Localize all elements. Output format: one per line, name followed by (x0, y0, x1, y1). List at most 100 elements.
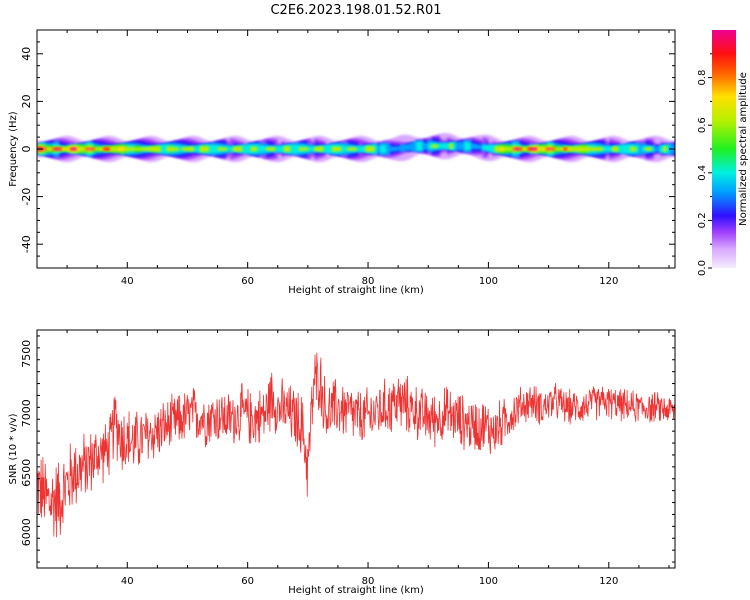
heatmap-cell (551, 148, 556, 150)
heatmap-cell (280, 145, 285, 153)
heatmap-cell (85, 148, 89, 150)
y-tick-label: 6500 (20, 459, 33, 487)
heatmap-cell (662, 146, 667, 152)
heatmap-cell (244, 144, 249, 154)
heatmap-cell (214, 145, 219, 153)
x-tick-label: 60 (241, 576, 254, 587)
heatmap-cell (229, 146, 234, 152)
heatmap-cell (346, 147, 351, 151)
heatmap-cell (304, 147, 309, 151)
heatmap-cell (470, 142, 474, 150)
heatmap-cell (386, 145, 390, 153)
heatmap-cell (581, 146, 586, 152)
heatmap-cell (554, 147, 559, 151)
heatmap-cell (515, 148, 520, 150)
heatmap-cell (262, 146, 267, 152)
heatmap-cell (124, 146, 128, 152)
snr-y-axis-label: SNR (10 * v/v) (8, 413, 19, 484)
heatmap-cell (632, 147, 637, 151)
heatmap-cell (223, 147, 228, 151)
heatmap-cell (145, 146, 149, 152)
y-tick-label: 0 (20, 146, 33, 153)
colorbar-label: Normalized spectral amplitude (738, 72, 749, 226)
heatmap-cell (220, 147, 225, 151)
heatmap-cell (371, 146, 375, 152)
x-tick-label: 100 (479, 576, 498, 587)
snr-plot-area (37, 330, 675, 568)
y-tick-label: -40 (20, 235, 33, 253)
heatmap-cell (626, 144, 631, 154)
heatmap-cell (599, 147, 604, 151)
heatmap-cell (482, 145, 487, 151)
heatmap-cell (644, 147, 649, 151)
heatmap-cell (374, 144, 378, 154)
heatmap-cell (232, 146, 237, 152)
heatmap-cell (506, 146, 511, 152)
x-tick-label: 40 (121, 576, 134, 587)
heatmap-cell (334, 146, 339, 152)
x-tick-label: 120 (599, 576, 618, 587)
colorbar-tick-label: 0.2 (697, 212, 708, 228)
figure-title: C2E6.2023.198.01.52.R01 (270, 3, 441, 18)
heatmap-cell (298, 147, 303, 151)
heatmap-cell (154, 146, 158, 152)
heatmap-cell (316, 146, 321, 152)
heatmap-cell (533, 147, 538, 151)
snr-frame (36, 329, 676, 569)
heatmap-cell (536, 146, 541, 152)
heatmap-cell (343, 145, 348, 153)
heatmap-cell (611, 146, 616, 152)
heatmap-cell (431, 144, 435, 148)
heatmap-cell (458, 141, 462, 151)
heatmap-cell (253, 146, 258, 152)
heatmap-cell (238, 146, 243, 152)
heatmap-cell (398, 145, 402, 151)
heatmap-cell (82, 146, 86, 152)
y-tick-label: 40 (20, 47, 33, 61)
heatmap-cell (250, 146, 255, 152)
heatmap-cell (286, 146, 291, 152)
heatmap-cell (419, 141, 423, 151)
heatmap-cell (512, 148, 517, 150)
heatmap-cell (235, 146, 240, 152)
heatmap-cell (184, 147, 189, 151)
heatmap-cell (193, 145, 198, 153)
heatmap-cell (572, 146, 577, 152)
heatmap-cell (205, 146, 210, 152)
heatmap-cell (617, 145, 622, 153)
heatmap-cell (121, 146, 125, 152)
heatmap-cell (289, 144, 294, 154)
heatmap-cell (277, 145, 282, 153)
heatmap-cell (247, 144, 252, 154)
snr-series-group (37, 352, 675, 538)
heatmap-cell (328, 144, 333, 154)
heatmap-cell (497, 146, 502, 152)
heatmap-cell (587, 146, 592, 152)
heatmap-cell (488, 145, 493, 152)
heatmap-cell (401, 145, 405, 151)
heatmap-cell (340, 145, 345, 153)
heatmap-cell (527, 147, 532, 151)
heatmap-cell (620, 144, 625, 154)
heatmap-cell (166, 146, 171, 152)
snr-series-line (37, 352, 675, 538)
y-tick-label: 20 (20, 94, 33, 108)
heatmap-cell (596, 147, 601, 151)
heatmap-cell (190, 146, 195, 152)
heatmap-cell (593, 147, 598, 151)
heatmap-cell (97, 147, 101, 151)
heatmap-cell (473, 143, 477, 150)
heatmap-cell (509, 147, 514, 151)
heatmap-cell (76, 146, 80, 152)
heatmap-cell (389, 146, 393, 152)
heatmap-cell (163, 144, 168, 154)
heatmap-cell (133, 147, 137, 151)
heatmap-cell (491, 145, 496, 153)
heatmap-cell (437, 143, 441, 149)
heatmap-cell (464, 142, 468, 151)
heatmap-cell (485, 145, 490, 151)
heatmap-cell (647, 147, 652, 151)
heatmap-cell (139, 147, 143, 151)
heatmap-cell (199, 146, 204, 152)
